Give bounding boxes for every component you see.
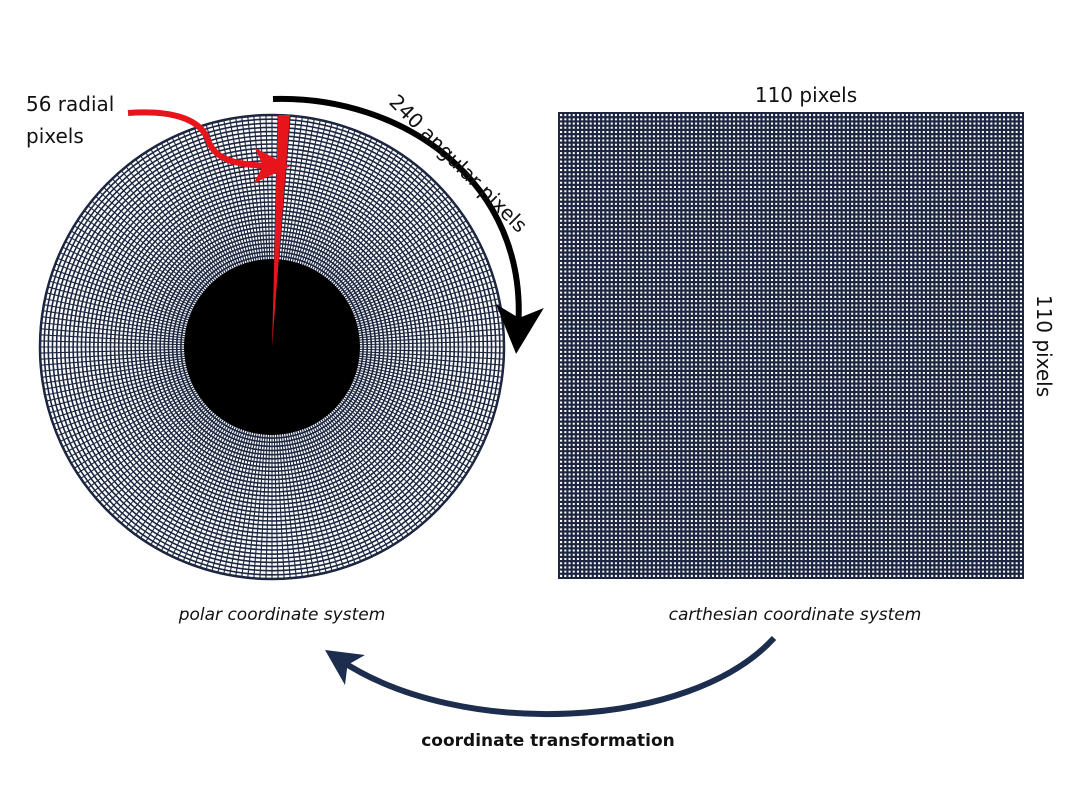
transformation-caption: coordinate transformation xyxy=(421,731,675,751)
transformation-arrow xyxy=(340,638,774,714)
polar-grid xyxy=(40,115,504,579)
polar-caption: polar coordinate system xyxy=(178,605,386,625)
cartesian-caption: carthesian coordinate system xyxy=(669,605,922,625)
height-label: 110 pixels xyxy=(1032,295,1056,397)
width-label: 110 pixels xyxy=(755,83,857,107)
radial-unit-label: pixels xyxy=(26,124,84,148)
radial-count-label: 56 radial xyxy=(26,92,114,116)
cartesian-grid xyxy=(559,113,1023,578)
